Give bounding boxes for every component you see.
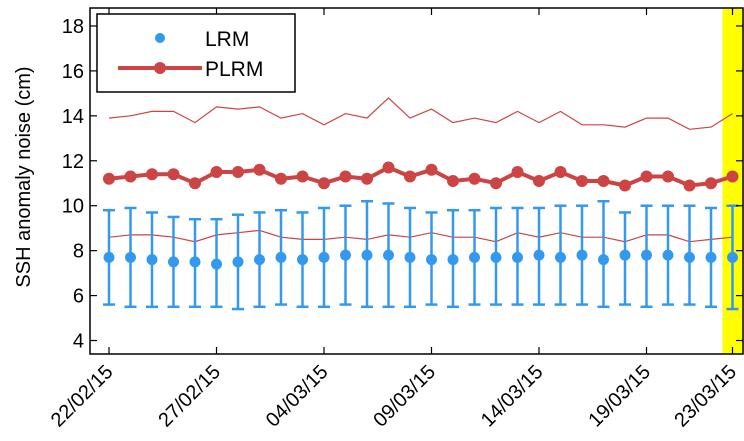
lrm-point <box>211 258 222 270</box>
lrm-layer <box>103 199 739 311</box>
plrm-band-layer <box>108 97 733 243</box>
plrm-point <box>318 177 330 190</box>
y-axis: 4 6 8 10 12 14 16 18 <box>62 16 743 353</box>
lrm-point <box>103 251 115 263</box>
plrm-point <box>533 175 545 187</box>
lrm-point <box>232 256 244 268</box>
lrm-point <box>533 249 545 261</box>
lrm-point <box>469 251 480 263</box>
plrm-point <box>425 163 438 176</box>
plrm-layer <box>103 161 739 192</box>
lrm-point <box>275 251 287 263</box>
lrm-point <box>383 249 394 261</box>
lrm-point <box>125 251 136 263</box>
plrm-point <box>662 170 674 183</box>
lrm-point <box>189 256 201 268</box>
plrm-point <box>361 172 373 185</box>
lrm-point <box>490 251 502 263</box>
y-tick-label: 18 <box>62 16 84 38</box>
plrm-point <box>683 179 696 192</box>
lrm-point <box>168 256 179 268</box>
lrm-point <box>705 251 717 263</box>
y-tick-label: 6 <box>73 286 84 308</box>
lrm-point <box>426 254 437 266</box>
plrm-point <box>640 170 653 183</box>
plrm-point <box>705 177 717 190</box>
plrm-point <box>619 179 631 192</box>
x-tick-label: 19/03/15 <box>584 361 655 432</box>
legend: LRM PLRM <box>96 13 296 93</box>
lrm-point <box>512 251 523 263</box>
y-axis-title: SSH anomaly noise (cm) <box>13 66 35 287</box>
plrm-point <box>124 170 137 183</box>
plrm-point <box>726 170 739 183</box>
plrm-point <box>468 172 481 185</box>
plrm-point <box>554 166 567 179</box>
plot-frame <box>89 7 744 355</box>
lrm-point <box>576 249 588 261</box>
plrm-point <box>511 166 524 179</box>
plrm-point <box>490 177 502 190</box>
plrm-line <box>108 165 734 188</box>
lrm-point <box>447 254 459 266</box>
lrm-point <box>318 251 330 263</box>
lrm-point <box>146 254 158 266</box>
x-tick-label: 04/03/15 <box>262 361 333 432</box>
plrm-point <box>404 170 416 183</box>
y-tick-label: 8 <box>73 241 84 263</box>
legend-plrm-marker <box>154 62 166 74</box>
lrm-point <box>404 251 416 263</box>
plrm-point <box>189 177 201 190</box>
lrm-point <box>619 249 631 261</box>
plrm-point <box>447 175 459 187</box>
legend-lrm-marker <box>155 33 165 43</box>
y-tick-label: 16 <box>62 61 84 83</box>
legend-box <box>96 13 296 93</box>
lrm-point <box>641 249 652 261</box>
lrm-point <box>662 249 674 261</box>
y-tick-label: 14 <box>62 106 84 128</box>
plrm-point <box>210 166 223 179</box>
lrm-point <box>340 249 351 261</box>
y-tick-label: 10 <box>62 196 84 218</box>
x-tick-label: 23/03/15 <box>670 361 741 432</box>
plrm-point <box>167 168 180 181</box>
x-tick-label: 09/03/15 <box>369 361 440 432</box>
lrm-point <box>727 251 738 263</box>
plrm-point <box>103 172 115 185</box>
lrm-point <box>361 249 373 261</box>
lrm-point <box>598 254 609 266</box>
plrm-point <box>275 172 287 185</box>
lrm-point <box>254 254 265 266</box>
y-tick-label: 12 <box>62 151 84 173</box>
plrm-lower-line <box>108 229 733 243</box>
legend-plrm-label: PLRM <box>205 58 263 81</box>
plrm-point <box>253 163 266 176</box>
lrm-point <box>684 251 695 263</box>
legend-lrm-label: LRM <box>205 28 249 51</box>
y-tick-label: 4 <box>73 331 84 353</box>
plrm-point <box>232 166 244 179</box>
plrm-point <box>597 175 610 187</box>
plrm-point <box>382 161 395 174</box>
lrm-point <box>297 254 308 266</box>
plrm-point <box>576 175 588 187</box>
plrm-point <box>339 170 352 183</box>
lrm-point <box>555 251 566 263</box>
x-tick-label: 14/03/15 <box>477 361 548 432</box>
x-tick-label: 22/02/15 <box>47 361 118 432</box>
plrm-point <box>146 168 158 181</box>
x-tick-label: 27/02/15 <box>154 361 225 432</box>
plrm-upper-line <box>108 97 733 130</box>
plrm-point <box>296 170 309 183</box>
